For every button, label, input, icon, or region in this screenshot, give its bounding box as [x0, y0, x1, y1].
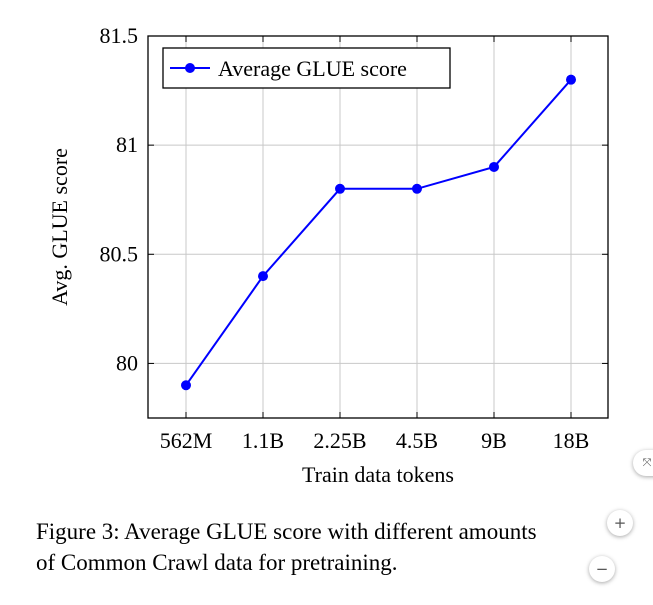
x-tick-label: 18B — [553, 428, 590, 453]
series-points — [181, 74, 576, 391]
figure-caption: Figure 3: Average GLUE score with differ… — [36, 516, 616, 578]
zoom-in-button[interactable]: + — [607, 510, 633, 536]
grid — [148, 35, 608, 418]
axis-ticks — [148, 35, 608, 418]
fit-to-page-button[interactable]: ⤧ — [633, 450, 653, 476]
legend-marker — [185, 63, 195, 73]
x-tick-label: 4.5B — [396, 428, 438, 453]
y-tick-labels: 80 80.5 81 81.5 — [100, 23, 139, 375]
legend-box — [162, 47, 451, 89]
y-axis-label: Avg. GLUE score — [47, 148, 72, 306]
minus-icon: − — [595, 560, 609, 578]
x-tick-label: 9B — [481, 428, 507, 453]
legend-label: Average GLUE score — [218, 56, 407, 81]
plus-icon: + — [613, 514, 627, 532]
fit-to-page-icon: ⤧ — [642, 456, 652, 469]
legend: Average GLUE score — [162, 47, 451, 89]
data-point — [412, 183, 422, 194]
y-tick-label: 80 — [116, 350, 138, 375]
data-point — [181, 380, 191, 391]
y-tick-label: 80.5 — [100, 241, 139, 266]
caption-line-1: Figure 3: Average GLUE score with differ… — [36, 519, 537, 544]
data-point — [489, 161, 499, 172]
data-point — [335, 183, 345, 194]
x-axis-label: Train data tokens — [302, 462, 454, 487]
y-tick-label: 81.5 — [100, 23, 139, 48]
x-tick-label: 2.25B — [313, 428, 366, 453]
y-tick-label: 81 — [116, 132, 138, 157]
caption-line-2: of Common Crawl data for pretraining. — [36, 550, 398, 575]
x-tick-label: 1.1B — [242, 428, 284, 453]
data-point — [566, 74, 576, 85]
zoom-out-button[interactable]: − — [589, 556, 615, 582]
x-tick-labels: 562M 1.1B 2.25B 4.5B 9B 18B — [160, 428, 590, 453]
data-point — [258, 271, 268, 282]
plot-frame — [147, 35, 609, 419]
series-line — [185, 78, 572, 386]
x-tick-label: 562M — [160, 428, 213, 453]
line-chart: 80 80.5 81 81.5 562M 1.1B 2.25B 4.5B 9B 18B Trai… — [47, 23, 609, 487]
